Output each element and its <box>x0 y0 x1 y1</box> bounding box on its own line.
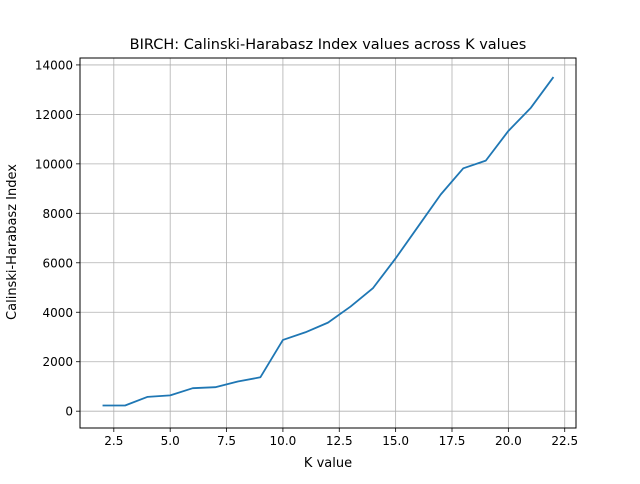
y-tick-label: 2000 <box>42 355 73 369</box>
x-tick-label: 17.5 <box>439 434 466 448</box>
x-axis-ticks: 2.5 5.0 7.5 10.0 12.5 15.0 17.5 20.0 22.5 <box>104 428 578 448</box>
axes-frame <box>79 57 577 429</box>
grid <box>80 58 576 428</box>
x-tick-label: 12.5 <box>326 434 353 448</box>
x-axis-label: K value <box>304 456 352 471</box>
x-tick-label: 20.0 <box>495 434 522 448</box>
chart-title: BIRCH: Calinski-Harabasz Index values ac… <box>130 37 527 53</box>
x-tick-label: 10.0 <box>270 434 297 448</box>
y-tick-label: 0 <box>65 405 73 419</box>
series-line <box>102 76 555 407</box>
y-tick-label: 6000 <box>42 256 73 270</box>
x-tick-label: 5.0 <box>161 434 180 448</box>
y-tick-label: 14000 <box>35 58 73 72</box>
y-axis-label: Calinski-Harabasz Index <box>5 164 20 320</box>
x-tick-label: 7.5 <box>217 434 236 448</box>
y-axis-ticks: 0 2000 4000 6000 8000 10000 12000 14000 <box>35 58 80 419</box>
x-tick-label: 22.5 <box>551 434 578 448</box>
y-tick-label: 4000 <box>42 306 73 320</box>
series-layer <box>102 76 555 407</box>
y-tick-label: 12000 <box>35 108 73 122</box>
y-tick-label: 8000 <box>42 207 73 221</box>
x-tick-label: 2.5 <box>104 434 123 448</box>
y-tick-label: 10000 <box>35 157 73 171</box>
x-tick-label: 15.0 <box>382 434 409 448</box>
